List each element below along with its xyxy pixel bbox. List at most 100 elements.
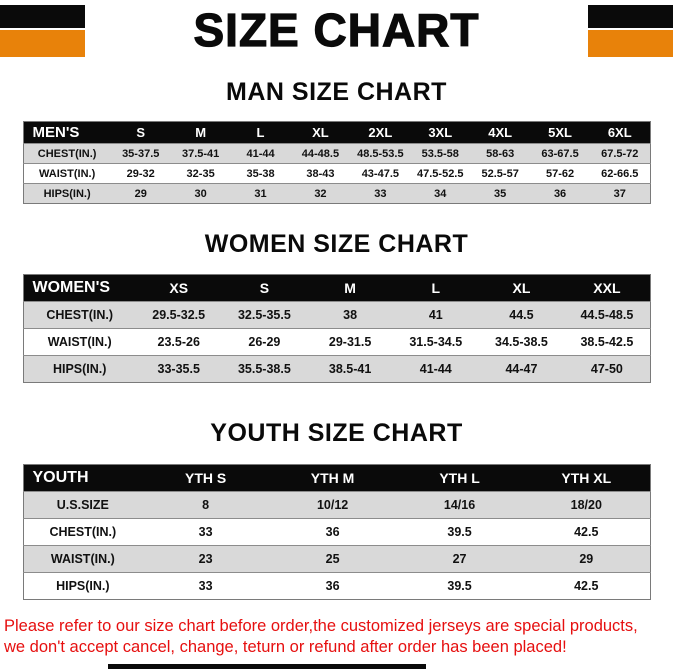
size-column-header: L bbox=[256, 125, 265, 140]
size-column-header: 4XL bbox=[488, 125, 513, 140]
size-value-cell: 35-38 bbox=[246, 167, 275, 180]
size-value-cell: 36 bbox=[553, 187, 567, 200]
size-column-header: L bbox=[431, 280, 441, 296]
size-value-cell: 26-29 bbox=[248, 335, 281, 349]
youth-size-section: YOUTH SIZE CHART YOUTH YTH S YTH M YTH L YTH… bbox=[0, 419, 673, 600]
size-value-cell: 38-43 bbox=[306, 167, 335, 180]
size-value-cell: 53.5-58 bbox=[421, 147, 459, 160]
size-value-cell: 34 bbox=[434, 187, 447, 200]
table-row: CHEST(IN.) 29.5-32.5 32.5-35.5 38 41 44.5 44.5… bbox=[23, 301, 650, 329]
size-value-cell: 36 bbox=[325, 525, 340, 539]
size-value-cell: 36 bbox=[325, 579, 340, 593]
masthead: SIZE CHART bbox=[0, 0, 673, 62]
top-right-decoration bbox=[588, 0, 673, 57]
table-header-row: YOUTH YTH S YTH M YTH L YTH XL bbox=[23, 464, 650, 492]
size-value-cell: 52.5-57 bbox=[481, 167, 519, 180]
youth-size-table: YOUTH YTH S YTH M YTH L YTH XL U.S.SIZE 8 10/12… bbox=[22, 464, 651, 600]
row-label-cell: U.S.SIZE bbox=[56, 498, 109, 512]
table-row: CHEST(IN.) 35-37.5 37.5-41 41-44 44-48.5 48.5… bbox=[23, 143, 650, 164]
size-value-cell: 58-63 bbox=[486, 147, 515, 160]
size-value-cell: 38.5-42.5 bbox=[580, 335, 634, 349]
size-value-cell: 8 bbox=[202, 498, 210, 512]
row-label-cell: HIPS(IN.) bbox=[52, 362, 107, 376]
bottom-strip bbox=[108, 664, 426, 669]
top-left-decoration bbox=[0, 0, 85, 57]
size-column-header: 2XL bbox=[368, 125, 393, 140]
size-value-cell: 41-44 bbox=[246, 147, 275, 160]
size-value-cell: 31.5-34.5 bbox=[409, 335, 463, 349]
row-label-cell: WAIST(IN.) bbox=[39, 167, 96, 180]
size-column-header: XL bbox=[312, 125, 329, 140]
size-value-cell: 39.5 bbox=[447, 579, 472, 593]
row-label-cell: WAIST(IN.) bbox=[47, 335, 112, 349]
size-value-cell: 35-37.5 bbox=[122, 147, 160, 160]
top-right-black-bar bbox=[588, 5, 673, 28]
size-value-cell: 47.5-52.5 bbox=[417, 167, 464, 180]
size-value-cell: 32-35 bbox=[186, 167, 215, 180]
table-row: U.S.SIZE 8 10/12 14/16 18/20 bbox=[23, 491, 650, 519]
size-value-cell: 39.5 bbox=[447, 525, 472, 539]
size-column-header: 5XL bbox=[548, 125, 572, 140]
row-label-cell: CHEST(IN.) bbox=[46, 308, 114, 322]
size-value-cell: 67.5-72 bbox=[601, 147, 639, 160]
size-value-cell: 43-47.5 bbox=[361, 167, 399, 180]
row-label-cell: CHEST(IN.) bbox=[37, 147, 97, 160]
size-value-cell: 35 bbox=[494, 187, 507, 200]
table-row: WAIST(IN.) 23 25 27 29 bbox=[23, 545, 650, 573]
size-column-header: YTH M bbox=[310, 470, 355, 486]
table-row: CHEST(IN.) 33 36 39.5 42.5 bbox=[23, 518, 650, 546]
size-value-cell: 10/12 bbox=[316, 498, 349, 512]
size-value-cell: 33 bbox=[374, 187, 387, 200]
size-value-cell: 42.5 bbox=[574, 525, 599, 539]
size-value-cell: 33 bbox=[198, 525, 213, 539]
size-value-cell: 23 bbox=[198, 552, 213, 566]
size-value-cell: 18/20 bbox=[570, 498, 602, 512]
women-size-table: WOMEN'S XS S M L XL XXL CHEST(IN.) 29.5-32.5 32.5… bbox=[22, 274, 651, 383]
table-title-cell: WOMEN'S bbox=[32, 279, 111, 296]
size-value-cell: 29-32 bbox=[126, 167, 155, 180]
size-value-cell: 29.5-32.5 bbox=[152, 308, 206, 322]
size-value-cell: 31 bbox=[254, 187, 267, 200]
top-right-orange-bar bbox=[588, 30, 673, 57]
size-value-cell: 37 bbox=[613, 187, 626, 200]
size-column-header: S bbox=[136, 125, 146, 140]
youth-section-heading: YOUTH SIZE CHART bbox=[210, 419, 463, 447]
row-label-cell: CHEST(IN.) bbox=[49, 525, 117, 539]
footer-note: Please refer to our size chart before or… bbox=[4, 616, 673, 658]
size-value-cell: 38 bbox=[343, 308, 358, 322]
size-value-cell: 44.5-48.5 bbox=[580, 308, 634, 322]
size-value-cell: 29-31.5 bbox=[328, 335, 372, 349]
row-label-cell: HIPS(IN.) bbox=[43, 187, 91, 200]
size-value-cell: 34.5-38.5 bbox=[495, 335, 548, 349]
size-column-header: XS bbox=[169, 280, 189, 296]
size-column-header: YTH XL bbox=[561, 470, 612, 486]
size-value-cell: 47-50 bbox=[590, 362, 623, 376]
size-value-cell: 33 bbox=[198, 579, 213, 593]
size-column-header: 6XL bbox=[607, 125, 632, 140]
row-label-cell: WAIST(IN.) bbox=[50, 552, 115, 566]
size-value-cell: 62-66.5 bbox=[601, 167, 639, 180]
size-value-cell: 27 bbox=[452, 552, 467, 566]
top-left-black-bar bbox=[0, 5, 85, 28]
size-value-cell: 63-67.5 bbox=[541, 147, 579, 160]
size-value-cell: 38.5-41 bbox=[328, 362, 372, 376]
size-value-cell: 29 bbox=[134, 187, 147, 200]
footer-note-line-1: Please refer to our size chart before or… bbox=[4, 617, 638, 635]
size-value-cell: 33-35.5 bbox=[157, 362, 200, 376]
size-column-header: XXL bbox=[593, 280, 621, 296]
top-left-orange-bar bbox=[0, 30, 85, 57]
men-size-table: MEN'S S M L XL 2XL 3XL 4XL 5XL 6XL CHEST(IN.) 35-37… bbox=[22, 121, 651, 204]
size-value-cell: 30 bbox=[194, 187, 207, 200]
size-value-cell: 42.5 bbox=[574, 579, 599, 593]
size-value-cell: 48.5-53.5 bbox=[357, 147, 404, 160]
size-value-cell: 32 bbox=[314, 187, 327, 200]
table-row: WAIST(IN.) 29-32 32-35 35-38 38-43 43-47.5 47.… bbox=[23, 163, 650, 184]
table-row: HIPS(IN.) 33-35.5 35.5-38.5 38.5-41 41-44 44-… bbox=[23, 355, 650, 383]
table-row: WAIST(IN.) 23.5-26 26-29 29-31.5 31.5-34.5 34… bbox=[23, 328, 650, 356]
size-value-cell: 14/16 bbox=[443, 498, 476, 512]
size-value-cell: 29 bbox=[579, 552, 594, 566]
table-title-cell: YOUTH bbox=[32, 469, 89, 486]
row-label-cell: HIPS(IN.) bbox=[56, 579, 110, 593]
size-value-cell: 44-47 bbox=[505, 362, 538, 376]
size-value-cell: 32.5-35.5 bbox=[237, 308, 291, 322]
